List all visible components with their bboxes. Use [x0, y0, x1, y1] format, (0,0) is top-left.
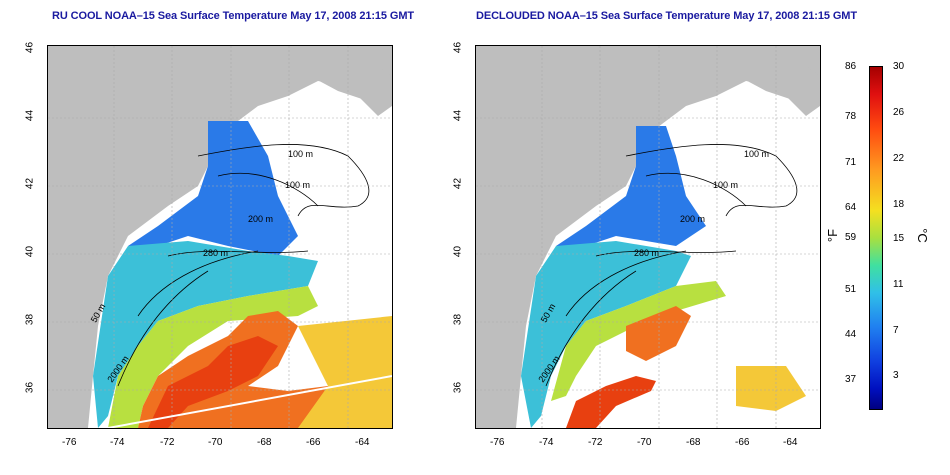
celsius-tick: 3 [893, 370, 899, 381]
fahrenheit-tick: 37 [845, 374, 857, 385]
x-tick-label: -74 [110, 437, 125, 448]
x-tick-label: -76 [62, 437, 77, 448]
fahrenheit-tick: 64 [845, 202, 857, 213]
depth-contours [117, 144, 370, 387]
x-tick-label: -68 [257, 437, 272, 448]
x-tick-label: -70 [208, 437, 223, 448]
x-tick-label: -74 [539, 437, 554, 448]
celsius-unit-label: °C [914, 228, 930, 243]
land-mass [476, 46, 820, 428]
contour-label: 100 m [713, 180, 739, 190]
x-tick-label: -64 [355, 437, 370, 448]
grid-lines [476, 46, 820, 428]
x-tick-label: -72 [588, 437, 603, 448]
contour-label: 200 m [680, 214, 706, 224]
y-tick-label: 42 [24, 177, 36, 190]
x-tick-label: -66 [306, 437, 321, 448]
fahrenheit-tick: 44 [845, 329, 857, 340]
depth-contours [545, 144, 798, 387]
shelf-water [93, 241, 318, 428]
right-map-title: DECLOUDED NOAA–15 Sea Surface Temperatur… [476, 10, 857, 22]
swath-edge [107, 375, 392, 428]
y-tick-label: 40 [452, 245, 464, 258]
y-tick-label: 40 [24, 245, 36, 258]
y-tick-label: 36 [452, 381, 464, 394]
cold-water-gulf-of-maine [556, 126, 706, 261]
land-mass [48, 46, 392, 428]
celsius-tick: 18 [893, 199, 905, 210]
gulf-stream-core [148, 336, 278, 428]
x-tick-label: -76 [490, 437, 505, 448]
y-tick-label: 46 [24, 41, 36, 54]
shelf-water [521, 241, 691, 428]
right-map-graphic [476, 46, 820, 428]
celsius-tick: 22 [893, 153, 905, 164]
celsius-tick: 30 [893, 61, 905, 72]
warm-east [298, 316, 392, 428]
nova-scotia [736, 56, 820, 101]
x-tick-label: -70 [637, 437, 652, 448]
left-sst-map[interactable]: 100 m 100 m 200 m 280 m 50 m 2000 m [47, 45, 393, 429]
temperature-colorbar [869, 66, 883, 410]
celsius-tick: 26 [893, 107, 905, 118]
y-tick-label: 44 [452, 109, 464, 122]
left-map-graphic [48, 46, 392, 428]
x-tick-label: -72 [160, 437, 175, 448]
x-tick-label: -66 [735, 437, 750, 448]
y-tick-label: 36 [24, 381, 36, 394]
contour-label: 280 m [634, 248, 660, 258]
nova-scotia [308, 56, 392, 101]
fahrenheit-tick: 59 [845, 232, 857, 243]
y-tick-label: 38 [452, 313, 464, 326]
contour-label: 280 m [203, 248, 229, 258]
contour-label: 100 m [285, 180, 311, 190]
fahrenheit-tick: 78 [845, 111, 857, 122]
warm-patch [736, 366, 806, 411]
y-tick-label: 42 [452, 177, 464, 190]
x-tick-label: -64 [783, 437, 798, 448]
celsius-tick: 7 [893, 325, 899, 336]
fahrenheit-tick: 86 [845, 61, 857, 72]
y-tick-label: 38 [24, 313, 36, 326]
gulf-stream-north [626, 306, 691, 361]
gulf-stream [566, 376, 656, 428]
y-tick-label: 44 [24, 109, 36, 122]
celsius-tick: 11 [893, 279, 904, 290]
fahrenheit-unit-label: °F [825, 228, 841, 243]
y-tick-label: 46 [452, 41, 464, 54]
contour-label: 100 m [288, 149, 314, 159]
left-map-title: RU COOL NOAA–15 Sea Surface Temperature … [52, 10, 415, 22]
fahrenheit-tick: 71 [845, 157, 857, 168]
slope-water [551, 281, 726, 401]
celsius-tick: 15 [893, 233, 905, 244]
cold-water-gulf-of-maine [128, 121, 298, 261]
slope-water [108, 286, 318, 428]
x-tick-label: -68 [686, 437, 701, 448]
grid-lines [48, 46, 392, 428]
right-sst-map[interactable]: 100 m 100 m 200 m 280 m 50 m 2000 m [475, 45, 821, 429]
contour-label: 200 m [248, 214, 274, 224]
fahrenheit-tick: 51 [845, 284, 857, 295]
contour-label: 100 m [744, 149, 770, 159]
